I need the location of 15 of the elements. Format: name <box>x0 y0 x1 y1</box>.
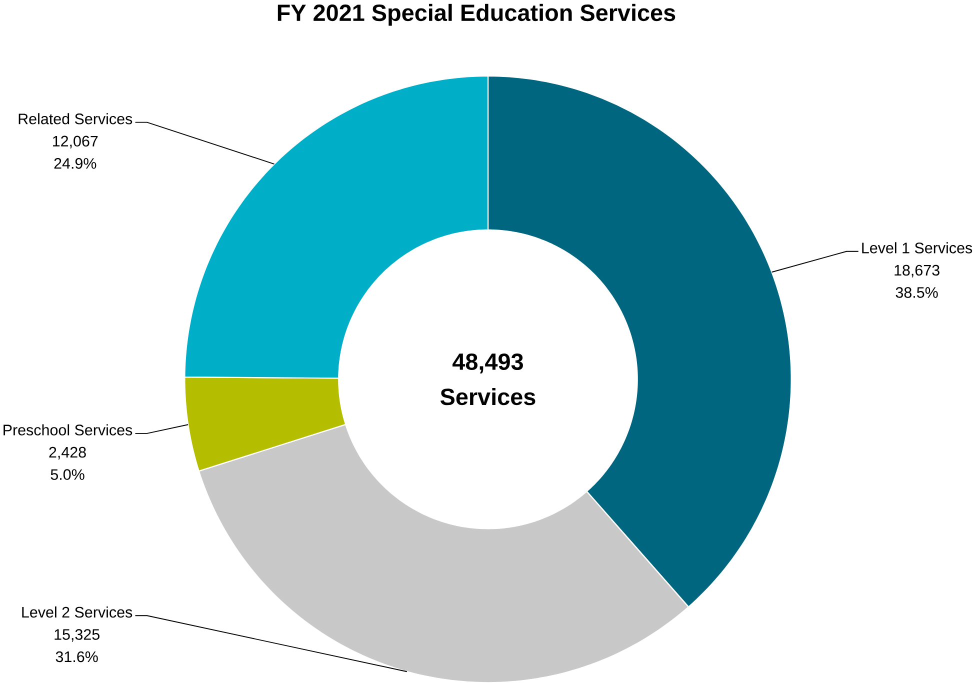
slice-label: Preschool Services <box>4 424 132 436</box>
text: 24.9% <box>54 158 96 169</box>
data-label: 15,325 <box>54 628 100 642</box>
data-label: 18,673 <box>894 264 940 278</box>
slice-label: Level 2 Services <box>22 606 132 618</box>
chart-title: FY 2021 Special Education Services <box>278 4 676 26</box>
text: 31.6% <box>56 651 98 662</box>
text: 48,493 <box>452 353 523 374</box>
text: 5.0% <box>50 469 84 480</box>
text: Services <box>440 388 536 406</box>
slice-label: Related Services <box>18 113 132 124</box>
text: 38.5% <box>896 286 938 298</box>
data-label: 2,428 <box>49 446 86 460</box>
slice-label: Level 1 Services <box>862 242 972 254</box>
data-label: 12,067 <box>53 136 98 148</box>
